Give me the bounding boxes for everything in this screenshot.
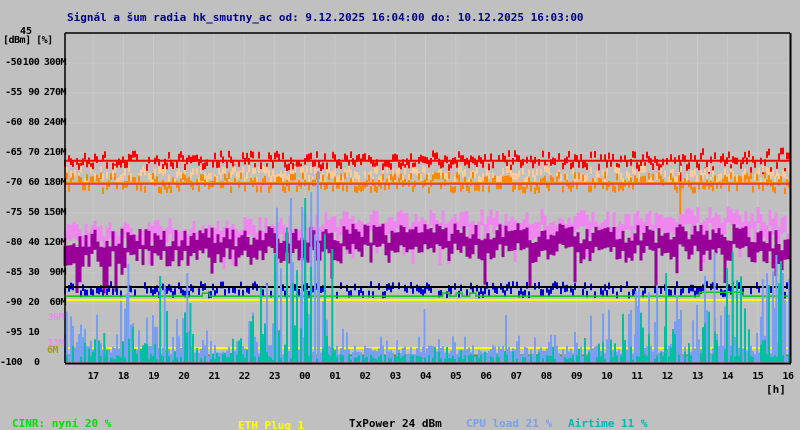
y-tick-label: -95 10 <box>5 327 40 338</box>
x-tick-label: 07 <box>510 371 523 382</box>
legend-column-eth: ETH Plug 1 ETH Speed 100 <box>238 386 324 430</box>
y-rate-label: 39M <box>47 312 64 323</box>
y-rate-label: 13M <box>47 338 64 349</box>
x-tick-label: 11 <box>631 371 643 382</box>
x-tick-label: 20 <box>178 371 190 382</box>
y-axis-unit-label: [dBm] [%] <box>3 35 53 46</box>
x-tick-label: 06 <box>480 371 492 382</box>
legend-cinr: CINR: nyní 20 % <box>12 417 112 430</box>
y-tick-label: -90 20 60M <box>5 297 66 308</box>
y-tick-label: -85 30 90M <box>5 267 66 278</box>
x-tick-label: 14 <box>722 371 734 382</box>
x-tick-label: 12 <box>661 371 674 382</box>
y-tick-label: -70 60 180M <box>5 177 66 188</box>
x-tick-label: 16 <box>782 371 794 382</box>
y-tick-label: -100 0 <box>0 357 40 368</box>
x-tick-label: 09 <box>570 371 583 382</box>
x-tick-label: 02 <box>359 371 372 382</box>
x-tick-label: 10 <box>601 371 613 382</box>
legend-cpu-load: CPU load 21 % <box>466 417 553 430</box>
x-tick-label: 22 <box>238 371 251 382</box>
x-tick-label: 15 <box>752 371 764 382</box>
y-tick-label: -75 50 150M <box>5 207 66 218</box>
y-tick-label: -80 40 120M <box>5 237 66 248</box>
y-rate-label: 6M <box>46 345 59 356</box>
legend-column-chains: Airtime 11 % Chain0 signal -70 dBm Chain… <box>568 381 707 430</box>
y-tick-label: -55 90 270M <box>5 87 66 98</box>
legend-column-current-values: CINR: nyní 20 % Signál: nyní -67 dBm Šum… <box>12 381 144 430</box>
y-tick-label: -50 100 300M <box>5 57 66 68</box>
x-tick-label: 00 <box>299 371 311 382</box>
page-title: Signál a šum radia hk_smutny_ac od: 9.12… <box>67 11 584 24</box>
legend-eth-plug: ETH Plug 1 <box>238 419 305 430</box>
x-tick-label: 03 <box>389 371 402 382</box>
x-tick-label: 18 <box>117 371 130 382</box>
legend-airtime: Airtime 11 % <box>568 417 648 430</box>
legend-column-rates: CPU load 21 % Txrate: 130 M Rxrate: 117 … <box>466 381 552 430</box>
x-tick-label: 08 <box>540 371 553 382</box>
x-tick-label: 17 <box>87 371 100 382</box>
legend-column-radio: TxPower 24 dBm Connections 1 Freq 5660 M… <box>349 381 442 430</box>
x-tick-label: 13 <box>691 371 704 382</box>
x-tick-label: 05 <box>450 371 462 382</box>
x-tick-label: 19 <box>148 371 160 382</box>
x-axis-unit-label: [h] <box>766 383 786 396</box>
y-tick-label: -60 80 240M <box>5 117 66 128</box>
x-tick-label: 01 <box>329 371 341 382</box>
x-tick-label: 23 <box>268 371 281 382</box>
legend-txpower: TxPower 24 dBm <box>349 417 442 430</box>
y-tick-label: -65 70 210M <box>5 147 66 158</box>
y-axis-top-number: 45 <box>20 26 33 37</box>
x-tick-label: 04 <box>419 371 432 382</box>
x-tick-label: 21 <box>208 371 220 382</box>
